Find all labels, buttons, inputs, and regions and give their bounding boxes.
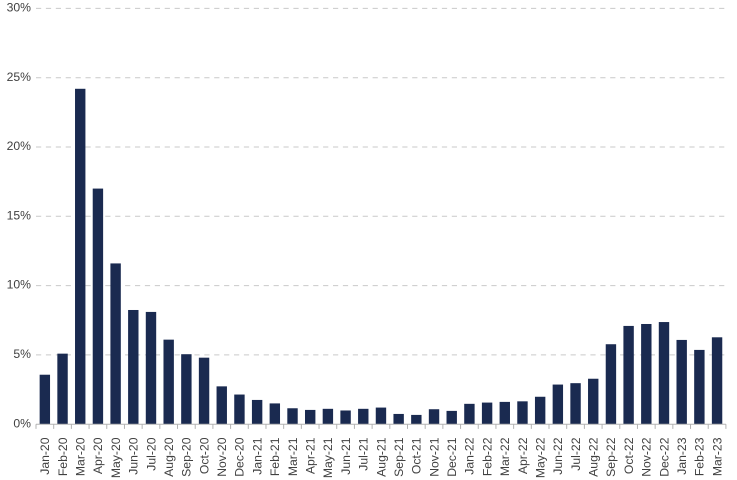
svg-text:10%: 10% [7,278,32,292]
svg-text:Apr-22: Apr-22 [516,437,530,474]
svg-text:Feb-20: Feb-20 [56,437,70,476]
svg-text:Mar-21: Mar-21 [286,437,300,476]
svg-text:Feb-23: Feb-23 [693,437,707,476]
svg-text:Oct-20: Oct-20 [197,437,211,474]
svg-text:Jul-21: Jul-21 [357,437,371,470]
svg-text:25%: 25% [7,70,32,84]
svg-text:Feb-21: Feb-21 [268,437,282,476]
svg-text:May-21: May-21 [321,437,335,478]
svg-text:Nov-20: Nov-20 [215,437,229,477]
svg-text:Apr-21: Apr-21 [304,437,318,474]
svg-text:5%: 5% [13,347,31,361]
svg-text:Dec-20: Dec-20 [233,437,247,477]
svg-text:Sep-21: Sep-21 [392,437,406,477]
svg-text:0%: 0% [13,416,31,430]
svg-text:Jul-22: Jul-22 [569,437,583,470]
svg-text:20%: 20% [7,139,32,153]
svg-text:Jun-20: Jun-20 [127,437,141,474]
svg-text:Mar-23: Mar-23 [710,437,724,476]
svg-text:Sep-20: Sep-20 [180,437,194,477]
svg-text:Jun-21: Jun-21 [339,437,353,474]
svg-text:Aug-21: Aug-21 [374,437,388,477]
svg-text:Oct-21: Oct-21 [410,437,424,474]
svg-text:Jan-20: Jan-20 [38,437,52,474]
svg-text:15%: 15% [7,208,32,222]
svg-text:Jul-20: Jul-20 [144,437,158,470]
svg-text:Nov-21: Nov-21 [427,437,441,477]
svg-text:May-20: May-20 [109,437,123,478]
svg-text:Nov-22: Nov-22 [640,437,654,477]
svg-text:Jan-22: Jan-22 [463,437,477,474]
svg-text:Mar-22: Mar-22 [498,437,512,476]
svg-text:May-22: May-22 [533,437,547,478]
svg-text:Mar-20: Mar-20 [74,437,88,476]
svg-text:Sep-22: Sep-22 [604,437,618,477]
svg-text:Jan-21: Jan-21 [250,437,264,474]
svg-text:Aug-22: Aug-22 [587,437,601,477]
svg-text:Jan-23: Jan-23 [675,437,689,474]
svg-text:Jun-22: Jun-22 [551,437,565,474]
svg-text:Dec-22: Dec-22 [657,437,671,477]
svg-text:Aug-20: Aug-20 [162,437,176,477]
svg-text:Feb-22: Feb-22 [480,437,494,476]
svg-text:Dec-21: Dec-21 [445,437,459,477]
svg-text:Apr-20: Apr-20 [91,437,105,474]
svg-text:30%: 30% [7,1,32,15]
svg-text:Oct-22: Oct-22 [622,437,636,474]
